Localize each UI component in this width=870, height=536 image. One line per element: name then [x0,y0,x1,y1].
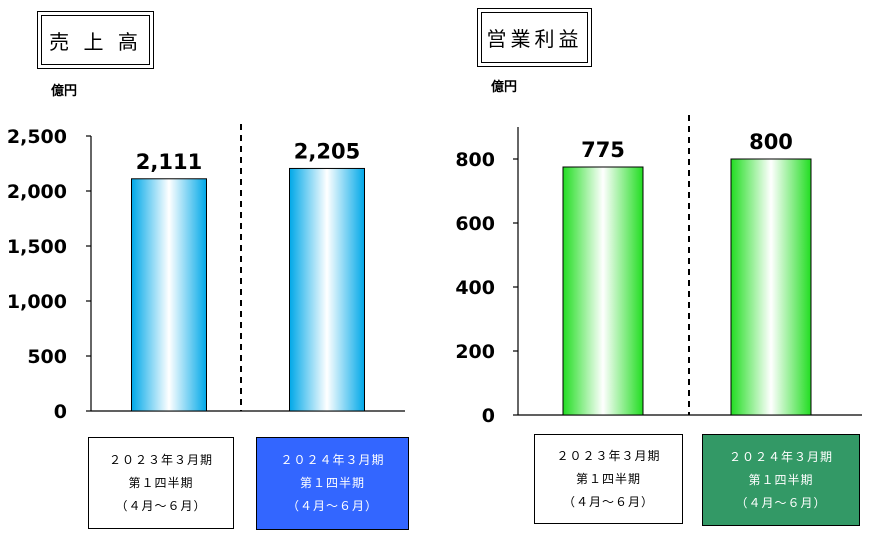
sales-title-box: 売 上 高 [37,11,154,69]
category-line: 第１四半期 [299,476,365,490]
profit-y-tick-label: 600 [455,213,495,235]
category-line: ２０２４年３月期 [728,449,833,464]
profit-y-tick-label: 0 [482,405,495,427]
category-line: ２０２４年３月期 [280,453,385,467]
category-line: （４月～６月） [115,498,207,513]
category-line: ２０２３年３月期 [556,448,661,463]
profit-y-tick-label: 400 [455,277,495,299]
category-line: ２０２３年３月期 [108,452,213,467]
sales-category-box-2023: ２０２３年３月期 第１四半期 （４月～６月） [88,437,234,529]
profit-bar-value-label: 800 [749,130,793,154]
category-line: 第１四半期 [128,475,194,490]
profit-category-box-2024: ２０２４年３月期 第１四半期 （４月～６月） [702,434,860,526]
sales-bar-value-label: 2,205 [294,139,360,163]
category-line: （４月～６月） [735,495,827,510]
profit-y-tick-label: 200 [455,341,495,363]
profit-bar-value-label: 775 [581,138,625,162]
category-line: （４月～６月） [562,494,654,509]
sales-y-tick-label: 2,000 [7,181,67,203]
profit-unit-label: 億円 [491,80,518,95]
category-line: 第１四半期 [748,472,814,487]
profit-y-tick-label: 800 [455,149,495,171]
sales-bar [289,167,365,412]
profit-bar [562,166,644,416]
sales-chart: 0 500 1,000 1,500 2,000 2,500 2,111 2,205 [7,124,405,423]
profit-chart: 0 200 400 600 800 775 800 [455,115,862,427]
profit-bar [730,158,812,416]
sales-category-box-2024: ２０２４年３月期 第１四半期 （４月～６月） [256,437,409,530]
profit-title-box: 営業利益 [477,8,592,67]
sales-title: 売 上 高 [41,15,150,65]
sales-y-tick-label: 0 [54,401,67,423]
sales-y-tick-label: 1,000 [7,291,67,313]
sales-y-tick-label: 500 [27,346,67,368]
sales-y-tick-label: 2,500 [7,126,67,148]
profit-category-box-2023: ２０２３年３月期 第１四半期 （４月～６月） [534,434,683,524]
sales-bar-value-label: 2,111 [136,150,202,174]
sales-unit-label: 億円 [51,84,78,99]
sales-y-tick-label: 1,500 [7,236,67,258]
sales-bar [131,178,207,412]
category-line: （４月～６月） [286,499,378,513]
category-line: 第１四半期 [575,471,641,486]
profit-title: 営業利益 [481,12,588,63]
